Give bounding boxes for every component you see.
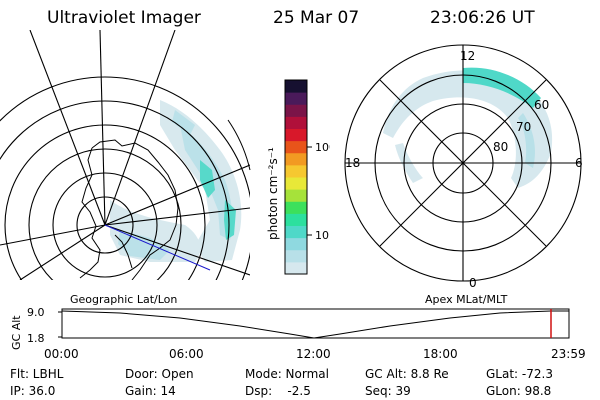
colorbar-cell (285, 164, 307, 178)
mlt-label-12: 12 (460, 49, 475, 63)
info-ip: IP: 36.0 (10, 384, 56, 398)
colorbar-tick-10: 10 (315, 229, 329, 242)
mlt-label-0: 0 (469, 276, 477, 290)
altitude-plot: GC Alt 9.0 1.8 (10, 306, 570, 350)
magnetic-polar-plot: 12 18 6 0 60 70 80 (344, 44, 583, 290)
colorbar-cell (285, 213, 307, 226)
colorbar-cell (285, 225, 307, 239)
coastline-outline (79, 139, 179, 280)
time-tick-0600: 06:00 (169, 347, 204, 361)
colorbar-cell (285, 116, 307, 129)
altitude-tick-high: 9.0 (27, 306, 45, 319)
time-tick-1200: 12:00 (296, 347, 331, 361)
info-gc-alt: GC Alt: 8.8 Re (365, 367, 449, 381)
colorbar-cell (285, 237, 307, 251)
geographic-map (0, 30, 251, 280)
colorbar-cell (285, 140, 307, 154)
info-glon: GLon: 98.8 (486, 384, 552, 398)
instrument-title: Ultraviolet Imager (47, 8, 201, 28)
satellite-track (104, 224, 211, 271)
info-mode: Mode: Normal (245, 367, 329, 381)
altitude-curve (61, 310, 569, 339)
info-glat: GLat: -72.3 (486, 367, 553, 381)
colorbar-cell (285, 249, 307, 263)
info-filter: Flt: LBHL (10, 367, 64, 381)
colorbar-cell (285, 152, 307, 166)
colorbar-unit-label: photon cm⁻²s⁻¹ (266, 147, 280, 240)
color-scale-bar: 100 10 photon cm⁻²s⁻¹ (266, 79, 330, 275)
latitude-circles (0, 76, 250, 280)
time-tick-1800: 18:00 (423, 347, 458, 361)
info-dsp: Dsp: -2.5 (245, 384, 311, 398)
mlt-label-18: 18 (345, 156, 360, 170)
altitude-tick-low: 1.8 (27, 332, 45, 345)
longitude-lines (0, 30, 250, 280)
mlat-label-70: 70 (516, 120, 531, 134)
colorbar-tick-100: 100 (315, 141, 330, 154)
polar-spokes (345, 45, 581, 281)
colorbar-cell (285, 201, 307, 214)
info-gain: Gain: 14 (125, 384, 176, 398)
mlat-label-60: 60 (534, 98, 549, 112)
colorbar-cell (285, 80, 307, 93)
info-door: Door: Open (125, 367, 194, 381)
observation-time: 23:06:26 UT (430, 8, 535, 28)
right-map-label: Apex MLat/MLT (425, 293, 508, 306)
colorbar-cell (285, 104, 307, 117)
colorbar-cell (285, 189, 307, 202)
mlt-label-6: 6 (575, 156, 583, 170)
info-seq: Seq: 39 (365, 384, 411, 398)
time-tick-0000: 00:00 (44, 347, 79, 361)
colorbar-cell (285, 128, 307, 142)
time-tick-2359: 23:59 (551, 347, 586, 361)
colorbar-cell (285, 177, 307, 190)
altitude-axis-label: GC Alt (10, 315, 23, 350)
colorbar-cell (285, 92, 307, 105)
mlat-label-80: 80 (493, 140, 508, 154)
observation-date: 25 Mar 07 (273, 8, 360, 28)
colorbar-cell (285, 261, 307, 275)
left-map-label: Geographic Lat/Lon (70, 293, 178, 306)
